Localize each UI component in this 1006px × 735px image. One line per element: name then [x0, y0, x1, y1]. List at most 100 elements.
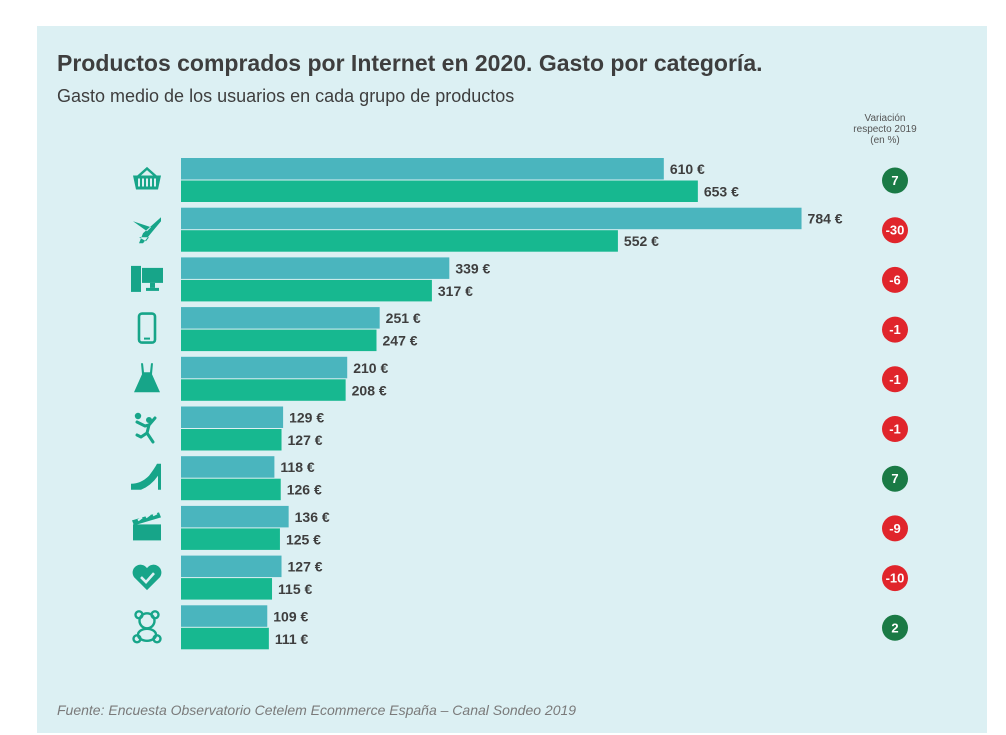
basket-slot [146, 178, 148, 187]
bar-2020 [181, 627, 269, 650]
variation-badge [882, 416, 908, 442]
data-label-2020: 115 € [278, 581, 312, 597]
variation-label: -9 [889, 521, 901, 536]
bar-2019 [181, 257, 450, 279]
bar-2019 [181, 307, 380, 329]
variation-badge [882, 266, 908, 293]
data-label-2019: 610 € [670, 161, 705, 177]
bar-2019 [181, 356, 348, 379]
data-label-2020: 653 € [704, 184, 739, 200]
variation-header: Variación respecto 2019 (en %) [830, 113, 940, 146]
heart-shape [132, 564, 162, 591]
data-label-2019: 129 € [289, 410, 324, 426]
data-label-2019: 339 € [455, 260, 490, 276]
data-label-2020: 111 € [275, 631, 309, 647]
data-label-2020: 208 € [352, 382, 387, 398]
data-label-2019: 784 € [808, 211, 843, 227]
data-label-2020: 126 € [287, 482, 322, 498]
chart-title: Productos comprados por Internet en 2020… [57, 50, 763, 76]
bar-2019 [181, 406, 284, 428]
basket-handle [137, 166, 157, 178]
variation-header-line: (en %) [870, 135, 900, 146]
high-heel-icon [131, 463, 161, 490]
data-label-2019: 127 € [288, 559, 323, 575]
bar-2020 [181, 230, 618, 252]
bar-2019 [181, 456, 275, 478]
data-label-2020: 125 € [286, 531, 321, 547]
sports-icon [134, 412, 157, 444]
data-label-2019: 210 € [353, 360, 388, 376]
computer-stand [150, 282, 155, 288]
bar-2020 [181, 578, 273, 600]
variation-label: -1 [889, 422, 901, 437]
data-label-2020: 317 € [438, 283, 473, 299]
variation-label: -6 [889, 272, 901, 287]
variation-badge [882, 465, 908, 492]
dress-shape [134, 363, 160, 393]
variation-label: -30 [886, 223, 905, 238]
phone-button [144, 337, 150, 340]
phone-outline [137, 312, 157, 344]
bar-2019 [181, 555, 282, 578]
smartphone-icon [137, 312, 157, 344]
airplane-icon [133, 217, 161, 244]
bar-2020 [181, 329, 377, 352]
variation-label: -10 [886, 571, 905, 586]
variation-label: -1 [889, 322, 901, 337]
clapperboard-icon [132, 512, 161, 541]
data-label-2019: 136 € [295, 509, 330, 525]
heel-shape [131, 463, 161, 490]
teddy-bear-icon [132, 610, 162, 644]
variation-label: 2 [891, 620, 898, 635]
bar-2020 [181, 478, 281, 501]
bar-2020 [181, 429, 282, 451]
computer-icon [131, 265, 163, 292]
chart-subtitle: Gasto medio de los usuarios en cada grup… [57, 86, 515, 106]
data-label-2020: 247 € [383, 333, 418, 349]
bear-foot [152, 634, 162, 644]
basket-icon [133, 166, 161, 190]
bar-2019 [181, 158, 664, 180]
variation-label: -1 [889, 372, 901, 387]
computer-tower [131, 265, 141, 292]
data-label-2020: 127 € [288, 432, 323, 448]
airplane-shape [133, 217, 161, 244]
ball [134, 412, 142, 420]
variation-badge [882, 565, 908, 592]
variation-badge [882, 167, 908, 194]
data-label-2020: 552 € [624, 233, 659, 249]
bar-2019 [181, 505, 289, 528]
variation-label: 7 [891, 173, 898, 188]
data-label-2019: 109 € [273, 608, 308, 624]
variation-badge [882, 614, 908, 641]
basket-slot [138, 178, 140, 187]
variation-header-line: respecto 2019 [853, 124, 917, 135]
figure [135, 416, 157, 444]
variation-badge [882, 366, 908, 393]
basket-slot [142, 178, 144, 187]
clapper-stripes [137, 512, 158, 522]
bar-2020 [181, 528, 280, 550]
bar-2020 [181, 180, 698, 202]
heart-check-icon [132, 564, 162, 591]
variation-badge [882, 515, 908, 542]
variation-badge [882, 217, 908, 244]
clapper-body [133, 524, 161, 541]
source-note: Fuente: Encuesta Observatorio Cetelem Ec… [57, 702, 577, 718]
data-label-2019: 251 € [386, 310, 421, 326]
variation-badge [882, 316, 908, 343]
data-label-2019: 118 € [280, 459, 314, 475]
bar-2020 [181, 379, 346, 401]
bar-2020 [181, 279, 432, 302]
variation-label: 7 [891, 471, 898, 486]
dress-icon [134, 363, 160, 393]
bar-2019 [181, 605, 268, 627]
basket-slot [154, 178, 156, 187]
basket-slot [150, 178, 152, 187]
bear-foot [132, 634, 142, 644]
heart-check [140, 572, 155, 584]
computer-base [146, 287, 159, 291]
bar-2019 [181, 207, 802, 230]
variation-header-line: Variación [864, 113, 906, 124]
